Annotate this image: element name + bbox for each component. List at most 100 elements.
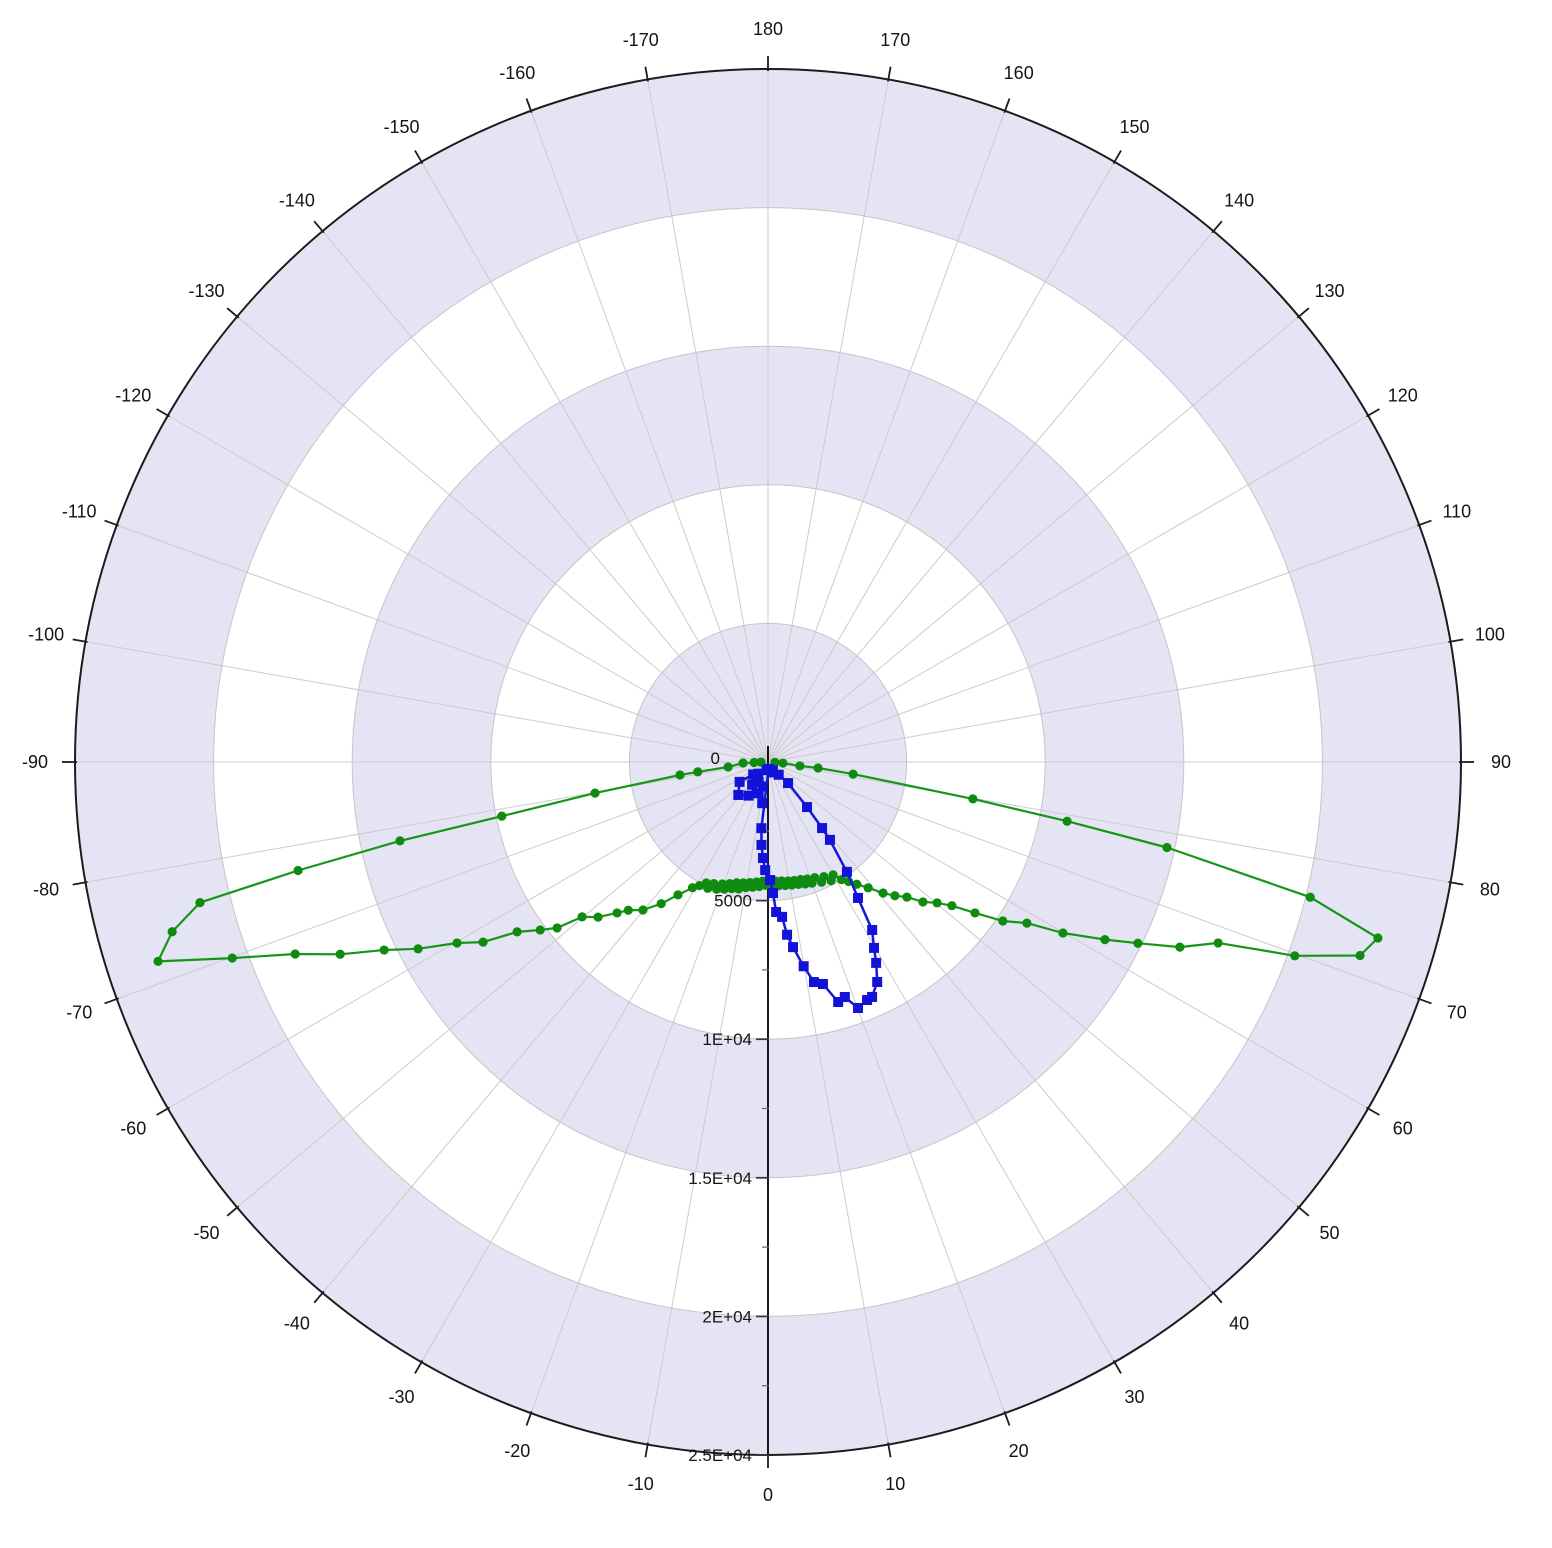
angular-grid-line bbox=[116, 524, 769, 763]
angular-grid-line bbox=[767, 761, 1451, 883]
blue-lobe-marker bbox=[757, 853, 768, 864]
angular-tick-label: -150 bbox=[383, 117, 419, 137]
green-pattern-marker bbox=[687, 883, 698, 893]
blue-lobe-marker bbox=[808, 977, 819, 988]
angular-tick-label: 90 bbox=[1491, 752, 1511, 772]
angular-tick-label: 80 bbox=[1480, 879, 1500, 899]
angular-tick-label: -160 bbox=[499, 63, 535, 83]
blue-lobe-marker bbox=[765, 875, 776, 886]
blue-lobe-marker bbox=[757, 798, 768, 809]
angular-tick-label: -110 bbox=[62, 501, 97, 521]
green-pattern-marker bbox=[656, 899, 666, 909]
angular-grid-line bbox=[530, 761, 769, 1414]
blue-lobe-marker bbox=[756, 823, 767, 834]
angular-tick-label: 10 bbox=[885, 1474, 905, 1494]
green-pattern-marker bbox=[153, 956, 163, 966]
blue-lobe-marker bbox=[871, 957, 882, 968]
green-pattern-marker bbox=[535, 925, 545, 935]
angular-tick bbox=[887, 1442, 892, 1458]
angular-grid-line bbox=[421, 761, 769, 1363]
green-pattern-marker bbox=[947, 901, 957, 911]
angular-tick-label: -30 bbox=[388, 1387, 414, 1407]
radial-tick-label: 2.5E+04 bbox=[688, 1446, 752, 1465]
angular-grid-line bbox=[767, 761, 889, 1445]
angular-tick bbox=[525, 98, 533, 113]
angular-grid-line bbox=[767, 415, 1369, 763]
green-pattern-marker bbox=[968, 794, 978, 804]
green-pattern-marker bbox=[497, 811, 507, 821]
green-pattern-marker bbox=[970, 908, 980, 918]
green-pattern-marker bbox=[290, 949, 300, 959]
blue-lobe-marker bbox=[782, 929, 793, 940]
angular-tick bbox=[72, 881, 88, 886]
blue-lobe-marker bbox=[756, 839, 767, 850]
green-pattern-marker bbox=[723, 762, 733, 772]
green-pattern-marker bbox=[227, 953, 237, 963]
angular-grid-line bbox=[767, 761, 1420, 1000]
radial-tick-label: 5000 bbox=[714, 892, 752, 911]
blue-lobe-marker bbox=[833, 996, 844, 1007]
angular-grid-line bbox=[767, 316, 1300, 763]
angular-grid-line bbox=[767, 641, 1451, 763]
blue-lobe-marker bbox=[771, 907, 782, 918]
green-pattern-marker bbox=[816, 877, 827, 887]
angular-tick bbox=[156, 1106, 171, 1116]
green-pattern-marker bbox=[1058, 928, 1068, 938]
radial-tick-label: 1.5E+04 bbox=[688, 1169, 752, 1188]
green-pattern-marker bbox=[1022, 918, 1032, 928]
angular-tick bbox=[1365, 408, 1380, 418]
angular-grid-line bbox=[767, 79, 889, 763]
angular-tick bbox=[1211, 1290, 1223, 1304]
angular-grid-line bbox=[421, 161, 769, 763]
blue-lobe-marker bbox=[753, 777, 764, 788]
blue-lobe-marker bbox=[751, 788, 762, 799]
green-pattern-marker bbox=[478, 937, 488, 947]
angular-tick-label: -140 bbox=[279, 190, 315, 210]
angular-grid-line bbox=[85, 761, 769, 883]
angular-tick-label: 130 bbox=[1314, 281, 1344, 301]
angular-tick bbox=[1112, 1359, 1122, 1374]
angular-tick-label: 100 bbox=[1475, 625, 1505, 645]
blue-lobe-marker bbox=[743, 790, 754, 801]
angular-grid-line bbox=[767, 761, 1214, 1294]
green-pattern-marker bbox=[293, 865, 303, 876]
angular-tick bbox=[414, 1359, 424, 1374]
angular-grid-line bbox=[322, 761, 769, 1294]
angular-tick bbox=[72, 638, 88, 643]
angular-tick-label: 60 bbox=[1393, 1119, 1413, 1139]
angular-grid-line bbox=[767, 230, 1214, 763]
green-pattern-marker bbox=[848, 769, 858, 779]
green-pattern-marker bbox=[1373, 933, 1383, 943]
angular-grid-line bbox=[530, 110, 769, 763]
angular-grid-line bbox=[767, 161, 1115, 763]
angular-tick-label: -80 bbox=[33, 879, 59, 899]
angular-grid-line bbox=[236, 316, 769, 763]
green-pattern-marker bbox=[413, 944, 423, 954]
green-pattern-marker bbox=[167, 927, 177, 937]
blue-lobe-marker bbox=[839, 992, 850, 1003]
angular-tick bbox=[1003, 1411, 1011, 1426]
blue-lobe-marker bbox=[777, 911, 788, 922]
blue-lobe-marker bbox=[853, 1002, 864, 1013]
angular-tick bbox=[1417, 519, 1432, 527]
blue-lobe-marker bbox=[753, 768, 764, 779]
blue-lobe-marker bbox=[872, 976, 883, 987]
angular-tick-label: 50 bbox=[1319, 1223, 1339, 1243]
green-pattern-marker bbox=[395, 836, 405, 846]
angular-tick-label: 40 bbox=[1229, 1314, 1249, 1334]
angular-tick bbox=[1365, 1106, 1380, 1116]
angular-grid-line bbox=[167, 761, 769, 1109]
angular-tick bbox=[156, 408, 171, 418]
green-pattern-marker bbox=[335, 949, 345, 959]
angular-tick-label: 20 bbox=[1009, 1441, 1029, 1461]
blue-lobe-marker bbox=[824, 834, 835, 845]
angular-tick-label: 160 bbox=[1004, 63, 1034, 83]
green-pattern-marker bbox=[795, 761, 805, 771]
green-pattern-marker bbox=[195, 897, 205, 908]
angular-grid-line bbox=[167, 415, 769, 763]
green-pattern-marker bbox=[813, 763, 823, 773]
angular-tick bbox=[1211, 220, 1223, 234]
blue-lobe-marker bbox=[869, 942, 880, 953]
